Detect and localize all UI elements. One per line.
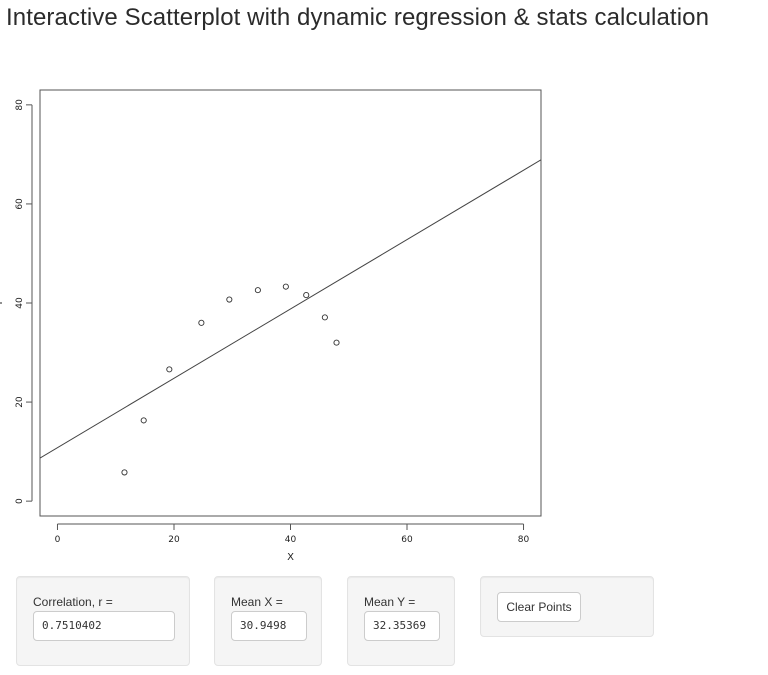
x-tick-label: 80: [518, 535, 530, 545]
correlation-panel: Correlation, r = 0.7510402: [16, 576, 190, 666]
data-points: [121, 283, 340, 476]
x-tick-label: 40: [285, 535, 297, 545]
data-point: [282, 283, 289, 290]
data-point: [226, 296, 233, 303]
regression-line: [40, 159, 541, 459]
y-tick-label: 80: [15, 99, 25, 111]
x-tick-label: 60: [401, 535, 413, 545]
page-title: Interactive Scatterplot with dynamic reg…: [6, 4, 710, 31]
mean-x-label: Mean X =: [231, 595, 283, 609]
x-axis: 0 20 40 60 80: [55, 523, 530, 545]
data-point: [140, 417, 147, 424]
controls-panel: Clear Points: [480, 576, 654, 637]
scatterplot[interactable]: 0 20 40 60 80 0 20 40 60 80 Y X: [0, 70, 560, 570]
correlation-label: Correlation, r =: [33, 595, 113, 609]
mean-y-label: Mean Y =: [364, 595, 416, 609]
y-tick-label: 0: [15, 498, 25, 504]
data-point: [321, 314, 328, 321]
clear-points-button[interactable]: Clear Points: [497, 592, 581, 622]
data-point: [166, 366, 173, 373]
mean-x-value[interactable]: 30.9498: [231, 611, 307, 641]
y-axis: 0 20 40 60 80 Y: [0, 99, 33, 504]
x-tick-label: 20: [168, 535, 180, 545]
data-point: [198, 319, 205, 326]
y-axis-label: Y: [0, 299, 5, 307]
data-point: [121, 469, 128, 476]
data-point: [254, 287, 261, 294]
mean-y-panel: Mean Y = 32.35369: [347, 576, 455, 666]
plot-area-frame: [39, 89, 542, 517]
mean-x-panel: Mean X = 30.9498: [214, 576, 322, 666]
x-axis-label: X: [287, 552, 294, 563]
data-point: [303, 292, 310, 299]
correlation-value[interactable]: 0.7510402: [33, 611, 175, 641]
y-tick-label: 20: [15, 396, 25, 408]
x-tick-label: 0: [55, 535, 61, 545]
y-tick-label: 60: [15, 198, 25, 210]
mean-y-value[interactable]: 32.35369: [364, 611, 440, 641]
data-point: [333, 339, 340, 346]
y-tick-label: 40: [15, 297, 25, 309]
